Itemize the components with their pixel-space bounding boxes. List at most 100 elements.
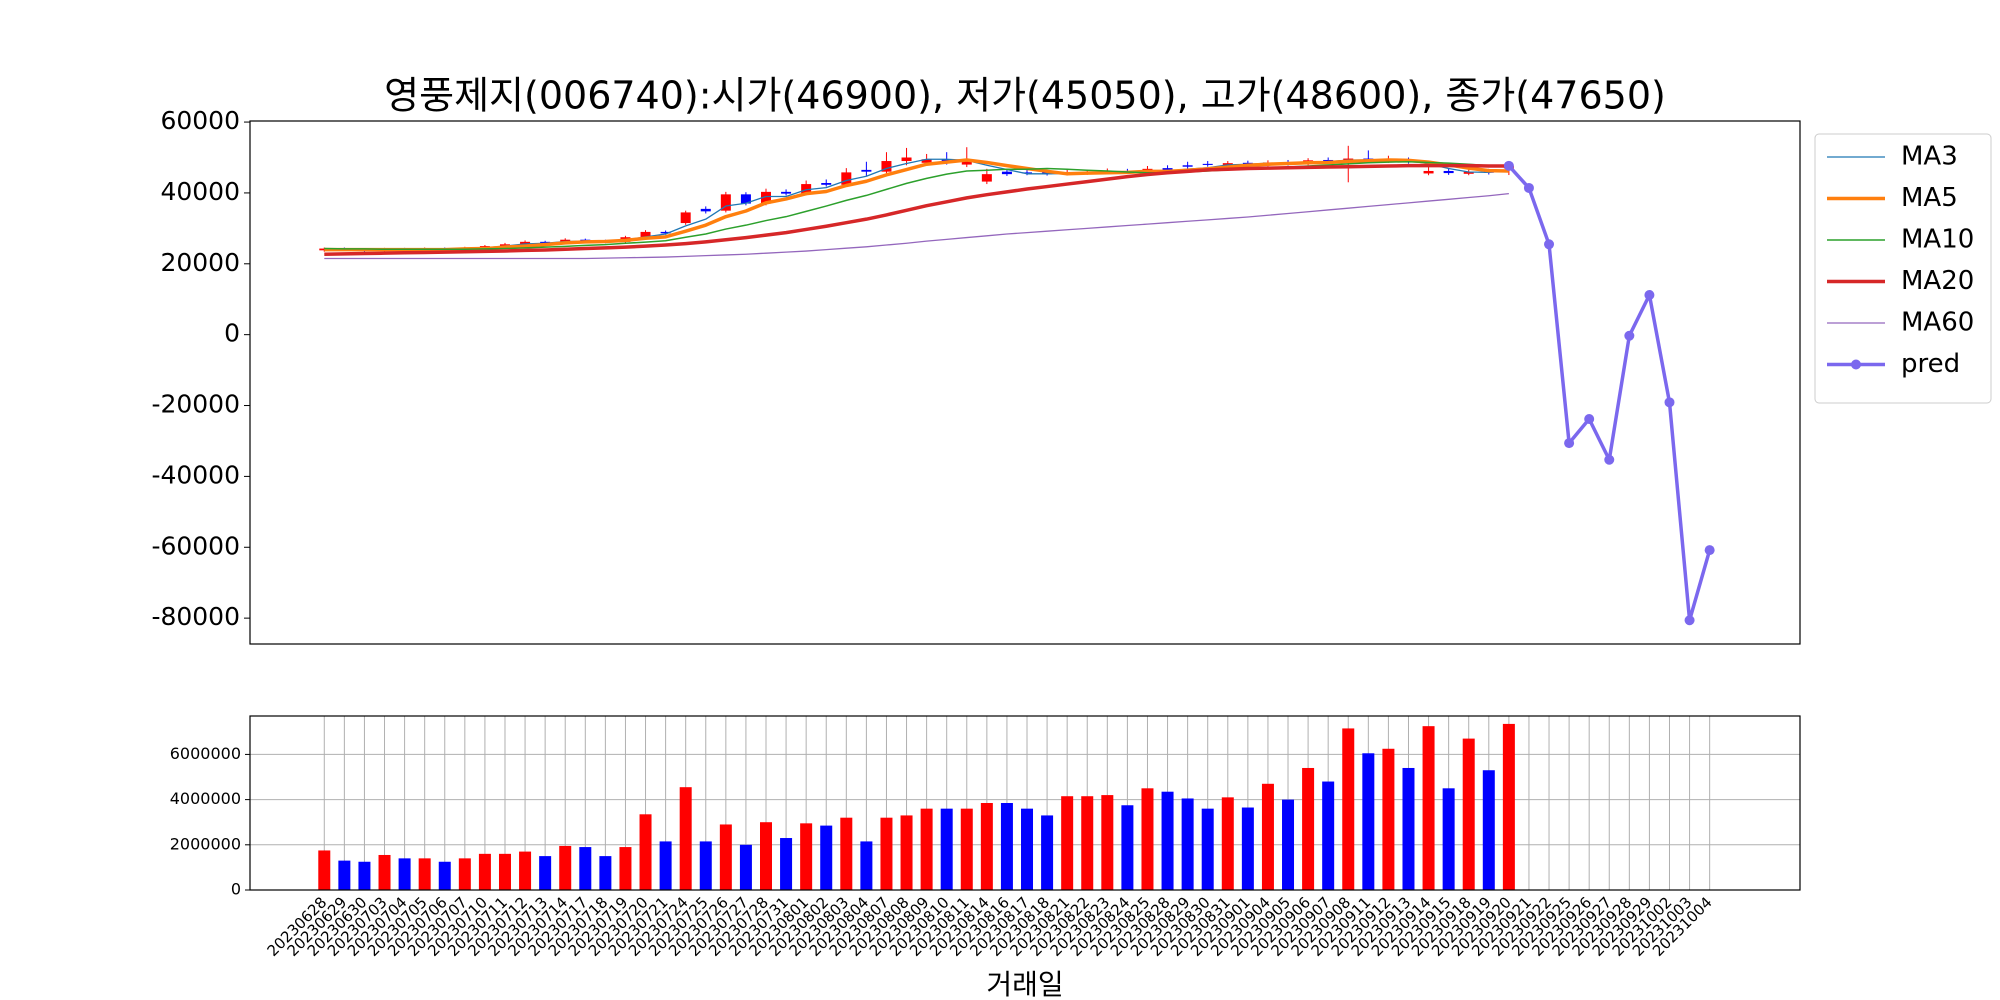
- plot-frame: [249, 120, 1801, 645]
- y-tick-label: 0: [224, 319, 240, 348]
- volume-bar: [1181, 798, 1194, 890]
- candle-body: [700, 208, 711, 212]
- plot-frame: [249, 715, 1801, 891]
- candle-body: [640, 231, 651, 238]
- series-line: [324, 163, 1509, 256]
- volume-bar: [1000, 803, 1013, 890]
- candle-body: [841, 172, 852, 185]
- legend-box: [1814, 133, 1992, 404]
- y-tick-label: 40000: [160, 177, 240, 206]
- legend-label: MA20: [1901, 266, 1974, 296]
- y-tick-label: 4000000: [170, 789, 241, 808]
- volume-bar: [920, 808, 933, 890]
- volume-bar: [1081, 796, 1094, 890]
- volume-bar: [1422, 726, 1435, 890]
- volume-bar: [1061, 796, 1074, 890]
- volume-bar: [338, 860, 351, 890]
- volume-bar: [478, 853, 491, 890]
- candle-body: [740, 194, 751, 204]
- volume-bar: [498, 853, 511, 890]
- legend-label: MA3: [1901, 142, 1958, 172]
- volume-bar: [980, 803, 993, 890]
- candle-body: [1463, 171, 1474, 174]
- volume-bar: [1442, 788, 1455, 890]
- series-marker: [1664, 397, 1675, 408]
- chart-title: 영풍제지(006740):시가(46900), 저가(45050), 고가(48…: [384, 74, 1666, 118]
- volume-bar: [438, 861, 451, 890]
- series-marker: [1644, 289, 1655, 300]
- candle-body: [1001, 171, 1012, 175]
- volume-bar: [739, 844, 752, 890]
- y-tick-label: -20000: [151, 390, 240, 419]
- candle-body: [680, 212, 691, 224]
- volume-bar: [559, 845, 572, 890]
- volume-bar: [840, 817, 853, 890]
- volume-bar: [1201, 808, 1214, 890]
- volume-bar: [398, 858, 411, 890]
- candle-body: [781, 191, 792, 194]
- series-marker: [1704, 545, 1715, 556]
- candle-body: [941, 159, 952, 162]
- volume-bar: [1041, 815, 1054, 890]
- series-marker: [1684, 615, 1695, 626]
- volume-bar: [780, 838, 793, 890]
- volume-bar: [539, 856, 552, 890]
- volume-bar: [1221, 797, 1234, 890]
- volume-bar: [659, 841, 672, 890]
- volume-bar: [458, 858, 471, 890]
- candle-body: [1202, 163, 1213, 165]
- series-marker: [1604, 454, 1615, 465]
- y-tick-label: 20000: [160, 248, 240, 277]
- candle-body: [540, 241, 551, 244]
- volume-bar: [679, 787, 692, 890]
- series-marker: [1544, 239, 1555, 250]
- volume-bar: [1502, 723, 1515, 890]
- volume-bar: [1362, 753, 1375, 890]
- x-axis-label: 거래일: [986, 968, 1063, 1000]
- candle-body: [1022, 172, 1033, 174]
- candle-body: [1443, 170, 1454, 174]
- series-marker: [1503, 160, 1514, 171]
- volume-bar: [759, 822, 772, 890]
- candle-body: [801, 184, 812, 194]
- volume-bar: [960, 808, 973, 890]
- series-marker: [1523, 182, 1534, 193]
- volume-bar: [1261, 783, 1274, 890]
- volume-bar: [699, 841, 712, 890]
- candle-body: [1222, 163, 1233, 165]
- volume-bar: [418, 858, 431, 890]
- volume-bar: [1382, 748, 1395, 890]
- volume-bar: [1141, 788, 1154, 890]
- candle-body: [499, 244, 510, 247]
- volume-bar: [820, 825, 833, 890]
- y-tick-label: -40000: [151, 460, 240, 489]
- series-line: [324, 158, 1509, 252]
- volume-bar: [1021, 808, 1034, 890]
- series-marker: [1564, 438, 1575, 449]
- volume-bar: [860, 841, 873, 890]
- legend-label: MA60: [1901, 308, 1974, 338]
- volume-bar: [940, 808, 953, 890]
- y-tick-label: -60000: [151, 531, 240, 560]
- volume-bar: [619, 847, 632, 890]
- volume-bar: [1241, 807, 1254, 890]
- volume-bar: [1402, 767, 1415, 890]
- volume-bar: [519, 851, 532, 890]
- y-tick-label: 60000: [160, 106, 240, 135]
- candle-body: [881, 161, 892, 172]
- volume-bar: [358, 861, 371, 890]
- candle-body: [901, 157, 912, 162]
- y-tick-label: 6000000: [170, 744, 241, 763]
- y-tick-label: 2000000: [170, 834, 241, 853]
- volume-bar: [1101, 795, 1114, 890]
- volume-bar: [719, 824, 732, 890]
- volume-bar: [1342, 728, 1355, 890]
- legend-label: pred: [1901, 349, 1960, 379]
- series-line: [324, 192, 1509, 260]
- candle-body: [921, 159, 932, 163]
- series-line: [324, 161, 1509, 251]
- candle-body: [981, 174, 992, 182]
- volume-bar: [318, 850, 331, 890]
